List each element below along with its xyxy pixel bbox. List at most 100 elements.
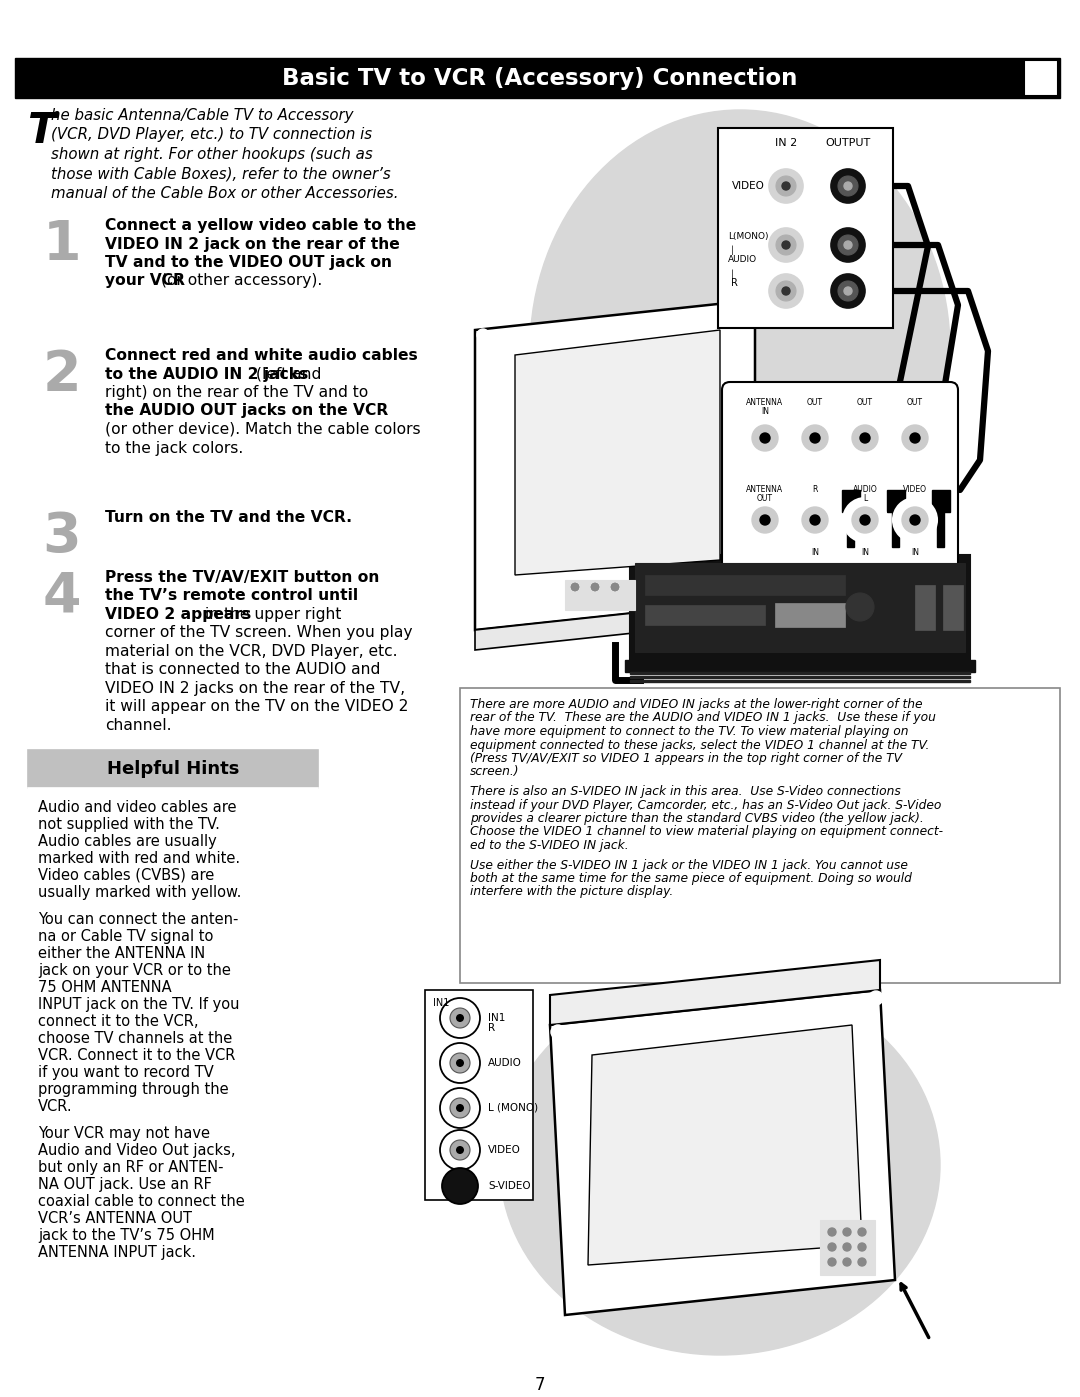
Circle shape (571, 584, 579, 591)
Bar (15, 59, 1059, 98)
Circle shape (456, 1146, 464, 1154)
Text: those with Cable Boxes), refer to the owner’s: those with Cable Boxes), refer to the ow… (51, 166, 391, 182)
Text: but only an RF or ANTEN-: but only an RF or ANTEN- (38, 1160, 224, 1175)
Text: L(MONO): L(MONO) (728, 232, 769, 240)
FancyBboxPatch shape (723, 381, 958, 573)
Text: marked with red and white.: marked with red and white. (38, 851, 240, 866)
Polygon shape (588, 1025, 862, 1266)
Text: na or Cable TV signal to: na or Cable TV signal to (38, 929, 214, 944)
Text: │: │ (730, 270, 735, 279)
Circle shape (843, 1228, 851, 1236)
Text: IN: IN (912, 548, 919, 557)
Text: Audio cables are usually: Audio cables are usually (38, 834, 217, 849)
Polygon shape (550, 990, 895, 1315)
Text: (Press TV/AV/EXIT so VIDEO 1 appears in the top right corner of the TV: (Press TV/AV/EXIT so VIDEO 1 appears in … (470, 752, 902, 766)
Text: S-VIDEO: S-VIDEO (488, 1180, 530, 1192)
Polygon shape (475, 300, 755, 630)
Text: programming through the: programming through the (38, 1083, 229, 1097)
Circle shape (838, 281, 858, 300)
Circle shape (456, 1014, 464, 1023)
Text: connect it to the VCR,: connect it to the VCR, (38, 1014, 199, 1030)
Text: R: R (488, 1023, 495, 1032)
Circle shape (893, 497, 937, 542)
Circle shape (611, 584, 619, 591)
Circle shape (860, 433, 870, 443)
Circle shape (442, 1168, 478, 1204)
Text: │: │ (730, 246, 735, 254)
Text: ANTENNA: ANTENNA (746, 398, 784, 407)
Circle shape (793, 416, 837, 460)
Text: There is also an S-VIDEO IN jack in this area.  Use S-Video connections: There is also an S-VIDEO IN jack in this… (470, 785, 901, 798)
Bar (645, 605, 765, 624)
Circle shape (846, 592, 874, 622)
Text: Use either the S-VIDEO IN 1 jack or the VIDEO IN 1 jack. You cannot use: Use either the S-VIDEO IN 1 jack or the … (470, 859, 908, 872)
Circle shape (769, 228, 804, 263)
Text: There are more AUDIO and VIDEO IN jacks at the lower-right corner of the: There are more AUDIO and VIDEO IN jacks … (470, 698, 922, 711)
Circle shape (910, 515, 920, 525)
Text: INPUT jack on the TV. If you: INPUT jack on the TV. If you (38, 997, 240, 1011)
Bar (460, 687, 1059, 983)
Text: IN1: IN1 (433, 997, 449, 1009)
Circle shape (852, 507, 878, 534)
Circle shape (858, 1243, 866, 1250)
Circle shape (571, 584, 579, 591)
Circle shape (440, 1044, 480, 1083)
Text: VIDEO: VIDEO (732, 182, 765, 191)
Text: (left and: (left and (251, 366, 322, 381)
Circle shape (592, 584, 598, 591)
Text: Connect red and white audio cables: Connect red and white audio cables (105, 348, 418, 363)
Circle shape (910, 433, 920, 443)
Bar (630, 680, 970, 682)
Circle shape (831, 274, 865, 307)
Polygon shape (475, 599, 755, 650)
Text: rear of the TV.  These are the AUDIO and VIDEO IN 1 jacks.  Use these if you: rear of the TV. These are the AUDIO and … (470, 711, 936, 725)
Circle shape (802, 507, 828, 534)
Text: (or other accessory).: (or other accessory). (157, 274, 323, 289)
Text: VIDEO: VIDEO (903, 485, 927, 495)
Text: OUT: OUT (858, 398, 873, 407)
Circle shape (843, 182, 852, 190)
Text: 4: 4 (43, 570, 81, 624)
Circle shape (743, 497, 787, 542)
Text: 3: 3 (43, 510, 81, 564)
Text: screen.): screen.) (470, 766, 519, 778)
Text: OUTPUT: OUTPUT (825, 138, 870, 148)
Text: either the ANTENNA IN: either the ANTENNA IN (38, 946, 205, 961)
Text: to the AUDIO IN 2 jacks: to the AUDIO IN 2 jacks (105, 366, 308, 381)
Text: if you want to record TV: if you want to record TV (38, 1065, 214, 1080)
Text: Connect a yellow video cable to the: Connect a yellow video cable to the (105, 218, 416, 233)
Bar (915, 585, 935, 630)
Circle shape (860, 515, 870, 525)
Text: T: T (28, 110, 56, 152)
Text: Basic TV to VCR (Accessory) Connection: Basic TV to VCR (Accessory) Connection (282, 67, 798, 89)
Circle shape (456, 1059, 464, 1067)
Text: to the jack colors.: to the jack colors. (105, 440, 243, 455)
Circle shape (440, 1088, 480, 1127)
Circle shape (902, 425, 928, 451)
Circle shape (456, 1104, 464, 1112)
Text: the AUDIO OUT jacks on the VCR: the AUDIO OUT jacks on the VCR (105, 404, 388, 419)
Text: VIDEO 2 appears: VIDEO 2 appears (105, 608, 252, 622)
Text: VIDEO: VIDEO (488, 1146, 521, 1155)
Text: 7: 7 (535, 1376, 545, 1394)
Circle shape (571, 584, 579, 591)
Circle shape (858, 1259, 866, 1266)
Text: R: R (812, 485, 818, 495)
Circle shape (810, 433, 820, 443)
Bar (630, 672, 970, 673)
Text: choose TV channels at the: choose TV channels at the (38, 1031, 232, 1046)
Circle shape (450, 1098, 470, 1118)
Text: channel.: channel. (105, 718, 172, 733)
Circle shape (741, 305, 753, 316)
Circle shape (810, 515, 820, 525)
Text: TV and to the VIDEO OUT jack on: TV and to the VIDEO OUT jack on (105, 256, 392, 270)
Bar (820, 1220, 875, 1275)
Circle shape (802, 425, 828, 451)
Circle shape (831, 228, 865, 263)
Circle shape (592, 584, 598, 591)
Circle shape (477, 330, 489, 341)
Bar (887, 490, 905, 511)
Circle shape (450, 1140, 470, 1160)
Circle shape (838, 176, 858, 196)
Text: 75 OHM ANTENNA: 75 OHM ANTENNA (38, 981, 172, 995)
